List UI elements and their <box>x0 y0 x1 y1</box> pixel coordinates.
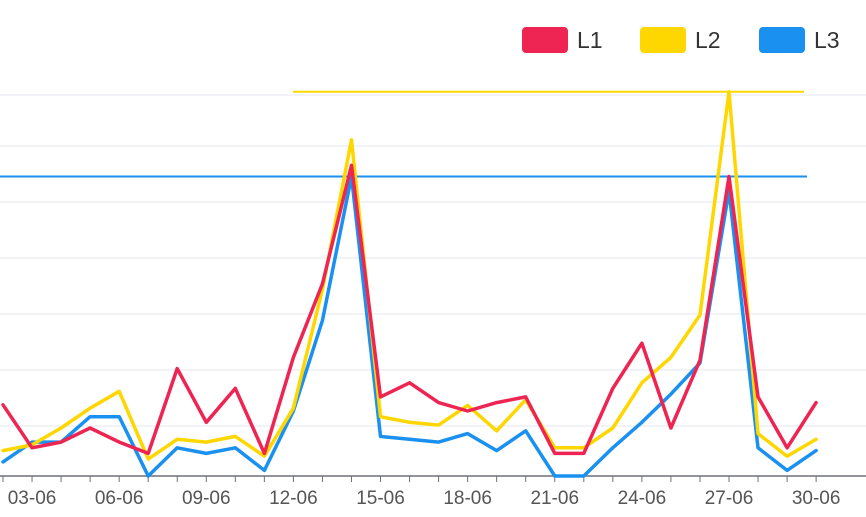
x-tick-label: 30-06 <box>792 488 841 509</box>
x-tick-label: 18-06 <box>443 488 492 509</box>
x-tick-label: 27-06 <box>705 488 754 509</box>
legend-item-l1[interactable]: L1 <box>522 27 603 53</box>
series-line-l2 <box>1 90 818 461</box>
mark-lines <box>0 90 807 178</box>
legend-label: L2 <box>695 27 721 53</box>
legend-swatch <box>522 27 568 53</box>
x-tick-label: 15-06 <box>356 488 405 509</box>
series-lines <box>1 90 818 478</box>
x-tick-label: 12-06 <box>269 488 318 509</box>
legend-label: L1 <box>577 27 603 53</box>
x-tick-label: 21-06 <box>530 488 579 509</box>
x-axis: 03-06 06-06 09-06 12-06 15-06 18-06 21-06 24-06… <box>0 475 866 509</box>
x-tick-label: 24-06 <box>618 488 667 509</box>
legend-item-l2[interactable]: L2 <box>640 27 721 53</box>
legend-item-l3[interactable]: L3 <box>759 27 840 53</box>
x-tick-label: 09-06 <box>182 488 231 509</box>
x-tick-label: 06-06 <box>95 488 144 509</box>
legend[interactable]: L1 L2 L3 <box>522 27 840 53</box>
grid-lines <box>0 94 866 427</box>
series-line-l3 <box>1 174 818 478</box>
x-tick-label: 03-06 <box>8 488 57 509</box>
legend-swatch <box>759 27 805 53</box>
legend-label: L3 <box>814 27 840 53</box>
series-line-l1 <box>1 163 818 456</box>
legend-swatch <box>640 27 686 53</box>
